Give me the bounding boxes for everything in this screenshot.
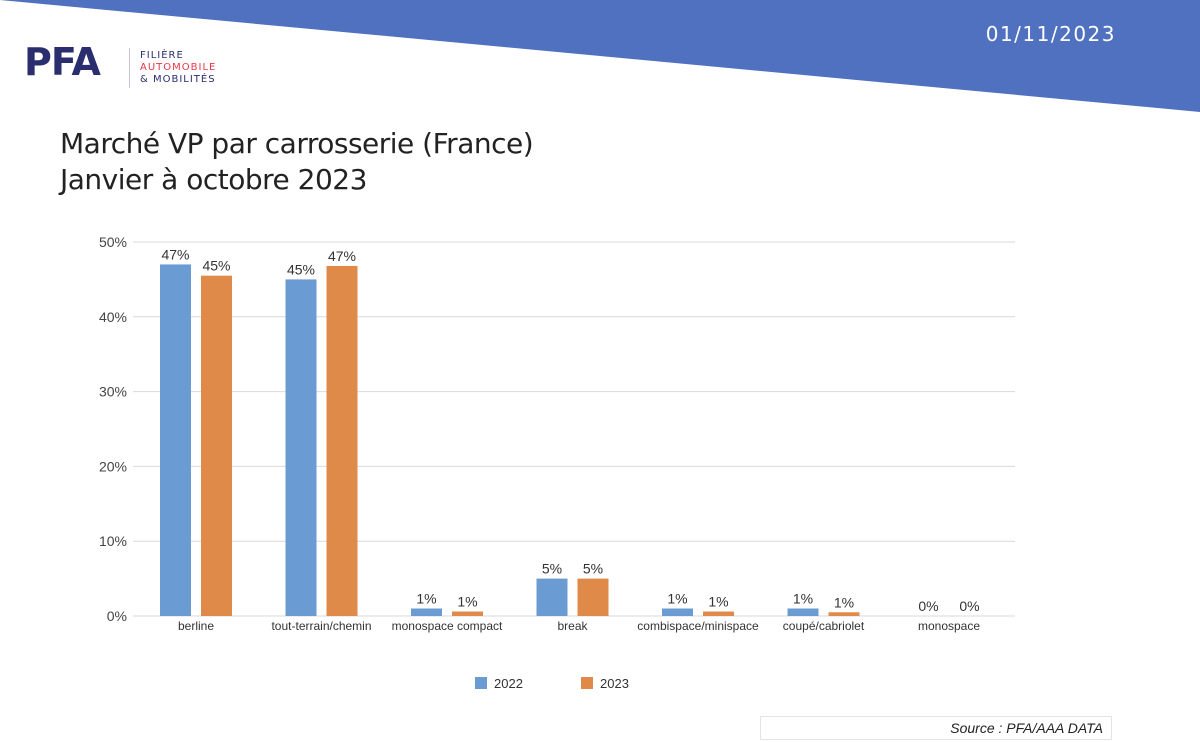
tagline-line-1: FILIÈRE [140, 50, 184, 61]
header-banner [0, 0, 1200, 112]
data-label: 1% [793, 591, 813, 607]
logo-mark: PFA [24, 40, 101, 84]
tagline-line-3: & MOBILITÉS [140, 74, 216, 85]
y-tick-label: 30% [99, 384, 127, 400]
x-tick-label: monospace [918, 619, 980, 633]
x-tick-label: monospace compact [392, 619, 503, 633]
data-label: 0% [918, 598, 938, 614]
bar-2023 [326, 265, 358, 616]
x-tick-label: break [557, 619, 588, 633]
data-label: 0% [959, 598, 979, 614]
x-tick-label: tout-terrain/chemin [271, 619, 371, 633]
x-tick-label: coupé/cabriolet [783, 619, 865, 633]
bar-2022 [411, 608, 442, 616]
data-label: 1% [708, 594, 728, 610]
bar-2022 [536, 578, 568, 616]
bar-2022 [160, 264, 191, 616]
legend-label: 2023 [600, 676, 629, 691]
date-label: 01/11/2023 [985, 22, 1116, 46]
legend-swatch-2023 [581, 677, 593, 689]
x-tick-label: berline [178, 619, 214, 633]
y-tick-label: 50% [99, 234, 127, 250]
legend-swatch-2022 [475, 677, 487, 689]
tagline-line-2: AUTOMOBILE [140, 62, 217, 73]
legend-label: 2022 [494, 676, 523, 691]
bar-2022 [662, 608, 693, 616]
bar-2023 [577, 578, 609, 616]
logo-divider [129, 48, 130, 88]
logo-tagline: FILIÈRE AUTOMOBILE & MOBILITÉS [140, 50, 216, 86]
chart-title: Marché VP par carrosserie (France) [60, 127, 534, 160]
bar-2022 [285, 279, 317, 616]
data-label: 5% [583, 561, 603, 577]
bar-2023 [452, 611, 483, 616]
data-label: 45% [287, 261, 315, 277]
source-box: Source : PFA/AAA DATA [760, 716, 1112, 740]
chart-subtitle: Janvier à octobre 2023 [60, 163, 367, 196]
source-note: Source : PFA/AAA DATA [950, 720, 1103, 736]
data-label: 1% [834, 594, 854, 610]
data-label: 5% [542, 561, 562, 577]
data-label: 1% [667, 591, 687, 607]
data-label: 47% [328, 248, 356, 264]
chart-title-block: Marché VP par carrosserie (France) Janvi… [60, 126, 534, 198]
bar-2022 [787, 608, 819, 616]
bar-2023 [703, 611, 734, 616]
bar-2023 [201, 275, 232, 616]
y-tick-label: 40% [99, 309, 127, 325]
bar-2023 [828, 612, 860, 616]
pfa-logo: PFA [24, 40, 101, 84]
data-label: 1% [416, 591, 436, 607]
y-tick-label: 10% [99, 533, 127, 549]
data-label: 1% [457, 594, 477, 610]
y-tick-label: 20% [99, 458, 127, 474]
x-tick-label: combispace/minispace [637, 619, 759, 633]
data-label: 47% [161, 246, 189, 262]
data-label: 45% [202, 258, 230, 274]
y-tick-label: 0% [107, 608, 127, 624]
